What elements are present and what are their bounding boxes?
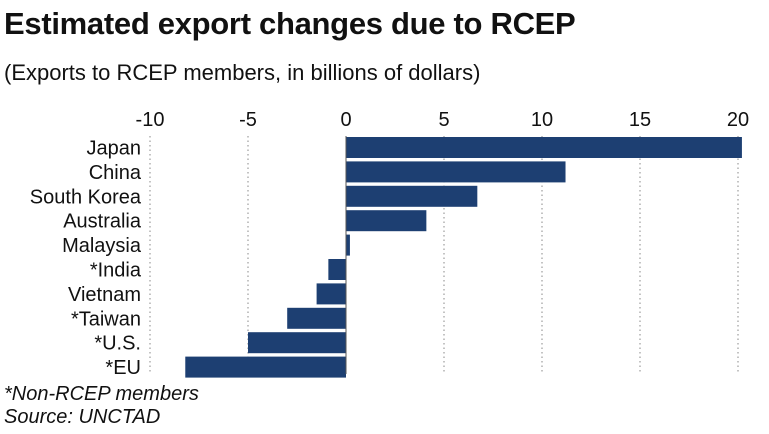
x-tick-label: 0 xyxy=(340,109,351,131)
x-tick-label: 15 xyxy=(629,109,651,131)
bars xyxy=(185,137,742,378)
bar-southkorea xyxy=(346,185,478,207)
bar-malaysia xyxy=(346,234,350,256)
category-label: Australia xyxy=(63,211,142,233)
bar-japan xyxy=(346,137,742,158)
bar-vietnam xyxy=(316,283,346,305)
x-tick-label: 10 xyxy=(531,109,553,131)
footnote: *Non-RCEP members xyxy=(4,383,199,405)
chart-subtitle: (Exports to RCEP members, in billions of… xyxy=(4,60,481,85)
x-tick-label: 5 xyxy=(438,109,449,131)
bar-us xyxy=(248,332,346,354)
category-label: Vietnam xyxy=(68,284,141,306)
category-label: South Korea xyxy=(30,186,142,208)
category-label: *Taiwan xyxy=(71,308,141,330)
bar-china xyxy=(346,161,566,183)
category-label: Japan xyxy=(87,138,142,160)
x-axis-ticks: -10 -5 0 5 10 15 20 xyxy=(136,109,750,131)
category-label: Malaysia xyxy=(62,235,142,257)
category-label: *U.S. xyxy=(94,333,141,355)
category-label: *EU xyxy=(105,357,141,379)
source-note: Source: UNCTAD xyxy=(4,406,161,428)
category-label: China xyxy=(89,162,142,184)
bar-taiwan xyxy=(287,307,346,329)
bar-eu xyxy=(185,356,346,378)
bar-india xyxy=(328,259,346,280)
x-tick-label: -10 xyxy=(136,109,165,131)
chart-title: Estimated export changes due to RCEP xyxy=(4,6,576,41)
x-tick-label: -5 xyxy=(239,109,257,131)
bar-australia xyxy=(346,210,427,232)
x-tick-label: 20 xyxy=(727,109,749,131)
category-label: *India xyxy=(90,260,142,282)
